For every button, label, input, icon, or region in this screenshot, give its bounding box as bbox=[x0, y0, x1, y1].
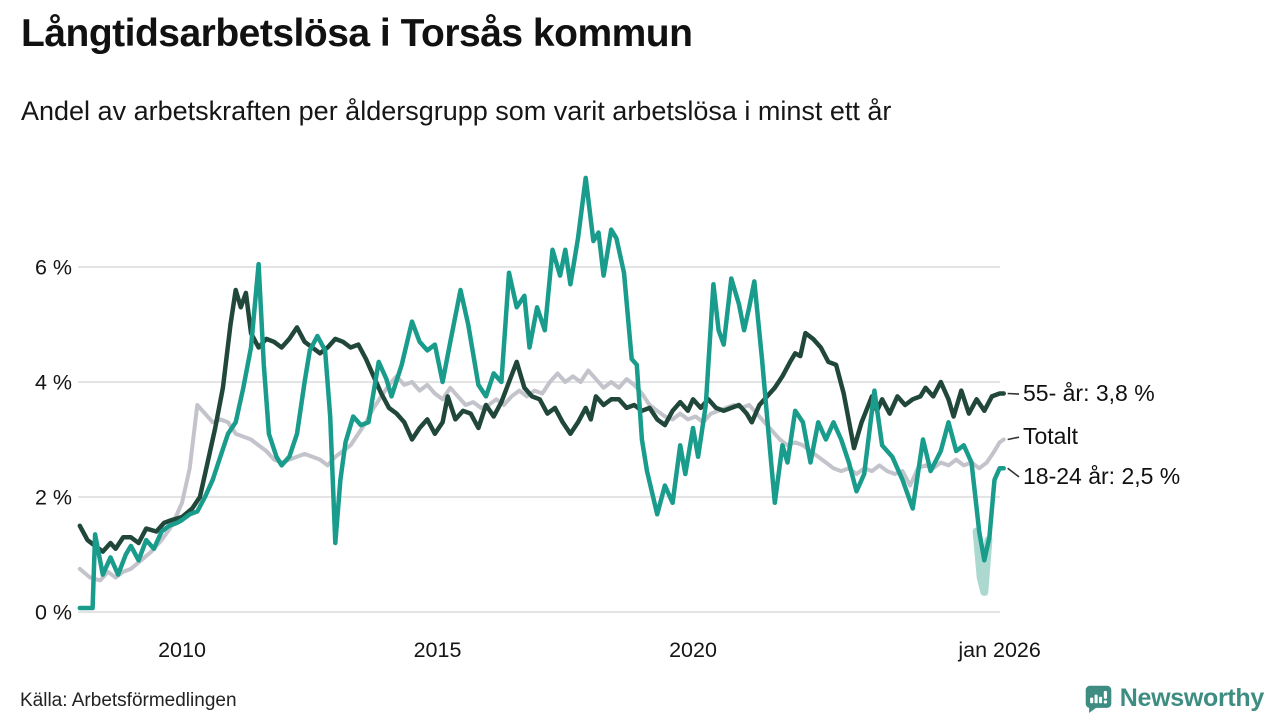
brand-name: Newsworthy bbox=[1119, 684, 1265, 712]
x-tick-label: 2015 bbox=[414, 638, 462, 662]
newsworthy-logo: Newsworthy bbox=[1084, 684, 1264, 713]
series-end-label-18-24-ar: 18-24 år: 2,5 % bbox=[1023, 462, 1181, 489]
annotation-connector bbox=[1007, 436, 1020, 441]
series-end-label-totalt: Totalt bbox=[1023, 423, 1078, 450]
source-note: Källa: Arbetsförmedlingen bbox=[20, 690, 237, 711]
y-tick-label: 6 % bbox=[35, 256, 72, 280]
page-subtitle: Andel av arbetskraften per åldersgrupp s… bbox=[21, 96, 892, 126]
y-tick-label: 0 % bbox=[35, 601, 72, 625]
series-line-18-24-år-(senaste-värden,-ljusare) bbox=[972, 527, 993, 596]
x-tick-label: 2020 bbox=[669, 638, 717, 662]
page-title: Långtidsarbetslösa i Torsås kommun bbox=[21, 12, 693, 55]
annotation-connector bbox=[1007, 392, 1020, 395]
line-chart: 0 % 2 % 4 % 6 % 2010 2015 2020 jan 2026 bbox=[35, 175, 1041, 662]
series-line-18-24-år bbox=[77, 175, 1006, 611]
annotation-connector bbox=[1007, 467, 1020, 478]
series-line-Totalt bbox=[77, 368, 1006, 583]
x-tick-label: 2010 bbox=[158, 638, 206, 662]
y-tick-label: 2 % bbox=[35, 486, 72, 510]
x-tick-label: jan 2026 bbox=[957, 638, 1041, 662]
series-line-55--år bbox=[77, 287, 1006, 554]
y-tick-label: 4 % bbox=[35, 371, 72, 395]
newsworthy-speech-bubble-chart-icon bbox=[1085, 685, 1112, 713]
series-end-label-55-ar: 55- år: 3,8 % bbox=[1023, 380, 1155, 407]
